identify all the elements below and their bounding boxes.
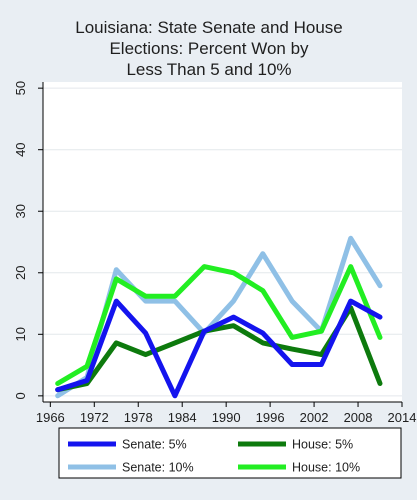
y-tick-label: 40: [13, 142, 28, 156]
y-tick-label: 50: [13, 81, 28, 95]
x-tick-label: 1990: [212, 410, 241, 425]
y-axis-ticks: 0 10 20 30 40 50: [13, 81, 43, 399]
chart-title-line-2: Elections: Percent Won by: [109, 39, 309, 58]
legend-label: Senate: 5%: [122, 438, 187, 452]
x-tick-label: 2014: [388, 410, 417, 425]
chart-title-line-1: Louisiana: State Senate and House: [75, 18, 342, 37]
series-lines: [55, 235, 383, 399]
chart-title-line-3: Less Than 5 and 10%: [126, 60, 291, 79]
x-tick-label: 1972: [80, 410, 109, 425]
x-tick-label: 1996: [256, 410, 285, 425]
y-tick-label: 0: [13, 392, 28, 399]
x-axis-ticks: 1966 1972 1978 1984 1990 1996 2002 2008 2014: [36, 402, 417, 425]
series-line-house-10: [55, 264, 383, 386]
y-tick-label: 30: [13, 204, 28, 218]
legend-label: House: 10%: [292, 461, 360, 475]
legend-label: Senate: 10%: [122, 461, 194, 475]
series-line-senate-5: [55, 298, 383, 399]
y-tick-label: 10: [13, 327, 28, 341]
series-line-house-5: [55, 305, 383, 393]
legend-box: [58, 427, 402, 479]
x-tick-label: 1966: [36, 410, 65, 425]
y-tick-label: 20: [13, 266, 28, 280]
x-tick-label: 2002: [300, 410, 329, 425]
x-tick-label: 1984: [168, 410, 197, 425]
chart-title: Louisiana: State Senate and House Electi…: [75, 18, 342, 79]
x-tick-label: 1978: [124, 410, 153, 425]
legend: Senate: 5% House: 5% Senate: 10% House: 10%: [68, 438, 360, 475]
plot-area: [43, 82, 402, 402]
legend-label: House: 5%: [292, 438, 353, 452]
x-tick-label: 2008: [344, 410, 373, 425]
